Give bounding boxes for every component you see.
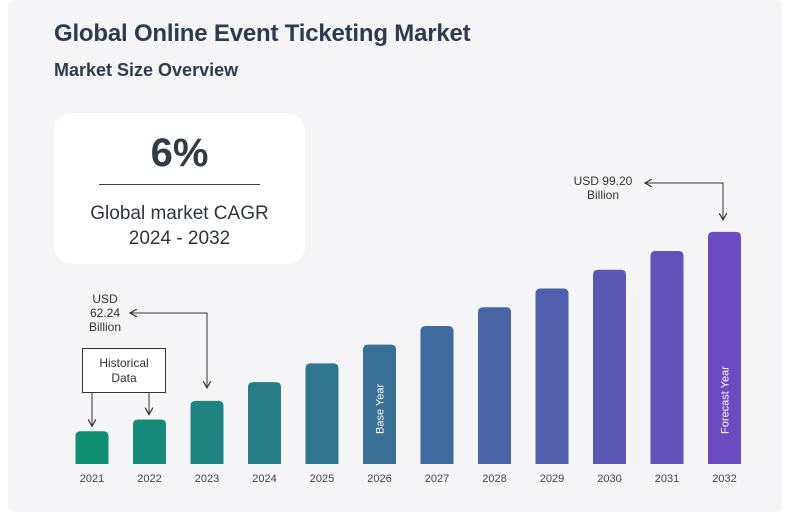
start-value-line1: USD xyxy=(92,292,118,306)
x-tick-label: 2022 xyxy=(137,473,161,485)
end-value-note: USD 99.20 Billion xyxy=(566,174,640,202)
x-tick-label: 2028 xyxy=(482,473,506,485)
x-tick-label: 2025 xyxy=(310,473,334,485)
end-value-arrow-down xyxy=(646,182,723,219)
cagr-label-line1: Global market CAGR xyxy=(90,203,269,224)
chart-title: Global Online Event Ticketing Market xyxy=(54,20,471,47)
bar-2023 xyxy=(190,400,224,464)
x-tick-label: 2032 xyxy=(712,473,736,485)
start-value-line3: Billion xyxy=(88,320,121,334)
bar-2029 xyxy=(535,288,569,464)
cagr-divider xyxy=(99,184,260,185)
x-tick-label: 2026 xyxy=(367,473,391,485)
historical-data-box: Historical Data xyxy=(82,348,166,393)
bar-2030 xyxy=(593,269,626,464)
x-tick-label: 2029 xyxy=(540,473,564,485)
bar-2025 xyxy=(305,363,339,464)
bar-label-2032: Forecast Year xyxy=(720,366,732,434)
bar-2022 xyxy=(133,419,166,464)
start-value-arrow-down xyxy=(131,312,207,387)
chart-subtitle: Market Size Overview xyxy=(54,60,239,80)
cagr-card: 6% Global market CAGR 2024 - 2032 xyxy=(54,113,305,264)
bar-2027 xyxy=(420,325,454,464)
x-tick-label: 2023 xyxy=(195,473,219,485)
historical-label-line2: Data xyxy=(111,371,137,385)
bar-2021 xyxy=(75,431,109,464)
end-value-line1: USD 99.20 xyxy=(573,174,633,188)
bar-2028 xyxy=(478,307,511,464)
end-value-arrow-left xyxy=(646,183,724,219)
bar-2032 xyxy=(708,231,741,464)
bar-2026 xyxy=(363,344,396,464)
bar-2031 xyxy=(650,251,684,464)
cagr-label: Global market CAGR 2024 - 2032 xyxy=(54,201,305,251)
x-tick-label: 2027 xyxy=(425,473,449,485)
x-tick-label: 2021 xyxy=(80,473,104,485)
cagr-value: 6% xyxy=(150,131,209,175)
x-tick-label: 2031 xyxy=(655,473,679,485)
end-value-line2: Billion xyxy=(586,188,619,202)
bar-label-2026: Base Year xyxy=(375,384,387,434)
historical-label-line1: Historical xyxy=(99,356,149,370)
cagr-label-line2: 2024 - 2032 xyxy=(128,228,231,249)
bar-2024 xyxy=(248,382,281,464)
x-tick-label: 2024 xyxy=(252,473,276,485)
x-tick-label: 2030 xyxy=(597,473,621,485)
start-value-line2: 62.24 xyxy=(89,306,121,320)
start-value-note: USD 62.24 Billion xyxy=(80,292,130,334)
